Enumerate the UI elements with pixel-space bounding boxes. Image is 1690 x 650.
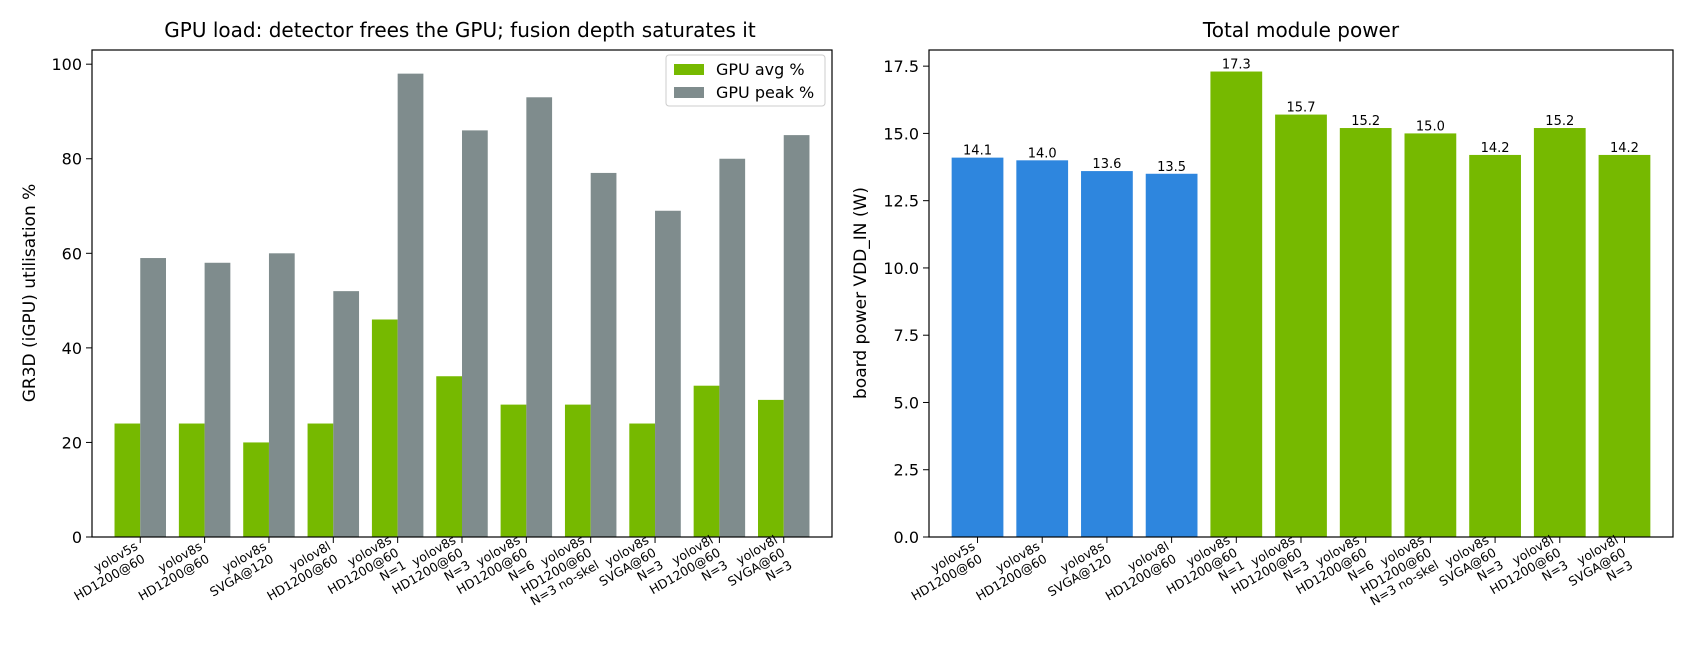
bar-gpu-peak-2 <box>268 253 295 538</box>
bar-gpu-avg-7 <box>564 404 591 537</box>
data-label-power-10: 14.2 <box>1610 141 1639 156</box>
gpu-chart-y-axis-label: GR3D (iGPU) utilisation % <box>20 184 40 403</box>
x-tick-label-text-1: yolov8sHD1200@60 <box>128 538 211 603</box>
power-chart-y-axis-label: board power VDD_IN (W) <box>851 187 871 399</box>
y-tick-label-5: 100 <box>51 55 82 74</box>
gpu-chart-title: GPU load: detector frees the GPU; fusion… <box>164 18 756 42</box>
bar-gpu-avg-8 <box>629 423 656 537</box>
y-tick-label-2: 5.0 <box>894 393 919 412</box>
x-tick-label-4: yolov8sHD1200@60N=1 <box>1156 532 1247 610</box>
bar-gpu-peak-9 <box>719 158 746 538</box>
x-tick-label-text-4: yolov8sHD1200@60N=1 <box>318 532 409 610</box>
y-tick-label-4: 80 <box>62 150 82 169</box>
legend-label-1: GPU peak % <box>716 83 814 102</box>
x-tick-label-3: yolov8lHD1200@60 <box>1095 538 1179 603</box>
x-tick-label-1: yolov8sHD1200@60 <box>128 538 212 603</box>
bar-gpu-peak-10 <box>783 135 810 537</box>
x-tick-label-0: yolov5sHD1200@60 <box>64 538 147 603</box>
x-tick-label-text-3: yolov8lHD1200@60 <box>257 538 340 603</box>
x-tick-label-3: yolov8lHD1200@60 <box>257 538 340 603</box>
legend-swatch-0 <box>674 64 704 75</box>
bar-power-4 <box>1210 71 1263 537</box>
y-tick-label-6: 15.0 <box>883 124 919 143</box>
bar-gpu-peak-7 <box>590 172 617 537</box>
data-label-power-3: 13.5 <box>1157 160 1186 175</box>
legend-swatch-1 <box>674 87 704 98</box>
bar-gpu-peak-3 <box>333 291 360 537</box>
bar-gpu-avg-6 <box>500 404 527 537</box>
y-tick-label-3: 60 <box>62 244 82 263</box>
data-label-power-6: 15.2 <box>1351 114 1380 129</box>
y-tick-label-3: 7.5 <box>894 326 919 345</box>
bar-gpu-avg-0 <box>114 423 141 537</box>
bar-gpu-avg-2 <box>243 442 269 537</box>
bar-power-7 <box>1404 133 1457 537</box>
bar-gpu-peak-4 <box>397 73 424 537</box>
bar-gpu-peak-6 <box>526 97 553 537</box>
bar-gpu-peak-5 <box>462 130 488 537</box>
data-label-power-2: 13.6 <box>1092 157 1121 172</box>
x-tick-label-text-1: yolov8sHD1200@60 <box>966 538 1049 603</box>
x-tick-label-text-0: yolov5sHD1200@60 <box>901 538 984 603</box>
x-tick-label-text-10: yolov8lSVGA@60N=3 <box>718 532 795 602</box>
y-tick-label-2: 40 <box>62 339 82 358</box>
bar-power-5 <box>1275 114 1327 537</box>
x-tick-label-4: yolov8sHD1200@60N=1 <box>318 532 409 610</box>
bar-gpu-avg-3 <box>307 423 334 537</box>
x-tick-label-1: yolov8sHD1200@60 <box>966 538 1049 603</box>
x-tick-label-text-3: yolov8lHD1200@60 <box>1095 538 1178 603</box>
data-label-power-8: 14.2 <box>1481 141 1510 156</box>
y-tick-label-0: 0 <box>72 528 82 547</box>
y-tick-label-1: 20 <box>62 433 82 452</box>
bar-gpu-peak-1 <box>204 262 231 537</box>
bar-gpu-avg-10 <box>758 399 784 537</box>
bar-power-3 <box>1145 173 1198 538</box>
data-label-power-7: 15.0 <box>1416 119 1445 134</box>
bar-gpu-avg-1 <box>178 423 205 537</box>
y-tick-label-0: 0.0 <box>894 528 919 547</box>
x-tick-label-text-10: yolov8lSVGA@60N=3 <box>1559 532 1636 602</box>
data-label-power-9: 15.2 <box>1545 114 1574 129</box>
bar-gpu-avg-9 <box>693 385 720 537</box>
data-label-power-4: 17.3 <box>1222 58 1251 73</box>
bar-power-8 <box>1469 154 1521 537</box>
x-tick-label-text-0: yolov5sHD1200@60 <box>64 538 147 603</box>
legend-box <box>665 54 826 107</box>
y-tick-label-5: 12.5 <box>883 192 919 211</box>
power-chart-title: Total module power <box>1202 18 1400 42</box>
bar-power-9 <box>1533 128 1586 537</box>
x-tick-label-text-4: yolov8sHD1200@60N=1 <box>1156 532 1247 610</box>
bar-gpu-avg-4 <box>371 319 398 537</box>
bar-power-2 <box>1081 171 1133 538</box>
data-label-power-5: 15.7 <box>1287 101 1316 116</box>
power-chart: Total module power board power VDD_IN (W… <box>851 18 1674 610</box>
y-tick-label-4: 10.0 <box>883 259 919 278</box>
bar-gpu-peak-0 <box>140 258 166 537</box>
power-chart-plot-area: 14.1 14.0 13.6 13.5 17.3 15.7 15.2 15.0 14.2 15.2… <box>883 49 1674 610</box>
data-label-power-0: 14.1 <box>963 144 992 159</box>
bar-gpu-peak-8 <box>655 210 681 538</box>
legend-label-0: GPU avg % <box>716 60 805 79</box>
data-label-power-1: 14.0 <box>1028 146 1057 161</box>
bar-power-6 <box>1339 128 1392 537</box>
x-tick-label-10: yolov8lSVGA@60N=3 <box>1559 532 1636 602</box>
bar-power-1 <box>1016 160 1069 537</box>
y-tick-label-7: 17.5 <box>883 57 919 76</box>
bar-power-0 <box>951 157 1004 537</box>
x-tick-label-0: yolov5sHD1200@60 <box>901 538 985 603</box>
bar-power-10 <box>1598 154 1651 537</box>
bar-gpu-avg-5 <box>436 376 462 537</box>
x-tick-label-10: yolov8lSVGA@60N=3 <box>718 532 795 602</box>
gpu-load-chart: GPU load: detector frees the GPU; fusion… <box>20 18 833 610</box>
y-tick-label-1: 2.5 <box>894 461 919 480</box>
